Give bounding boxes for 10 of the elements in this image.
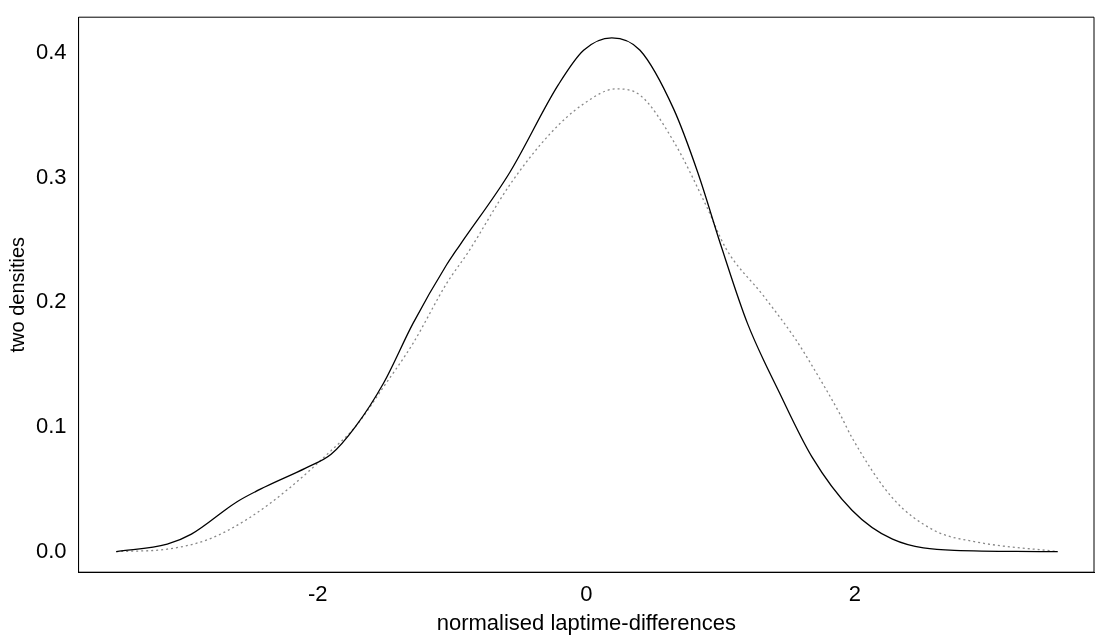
x-axis-title: normalised laptime-differences <box>436 609 736 635</box>
y-axis-title: two densities <box>5 236 28 353</box>
x-tick-label: 0 <box>580 581 593 607</box>
x-tick-label: 2 <box>848 581 862 607</box>
y-tick-label: 0.3 <box>35 163 67 189</box>
x-tick-label: -2 <box>307 581 328 607</box>
y-tick-label: 0.0 <box>35 537 67 563</box>
y-tick-label: 0.4 <box>35 38 67 64</box>
y-tick-label: 0.1 <box>35 412 67 438</box>
y-tick-label: 0.2 <box>35 288 67 314</box>
